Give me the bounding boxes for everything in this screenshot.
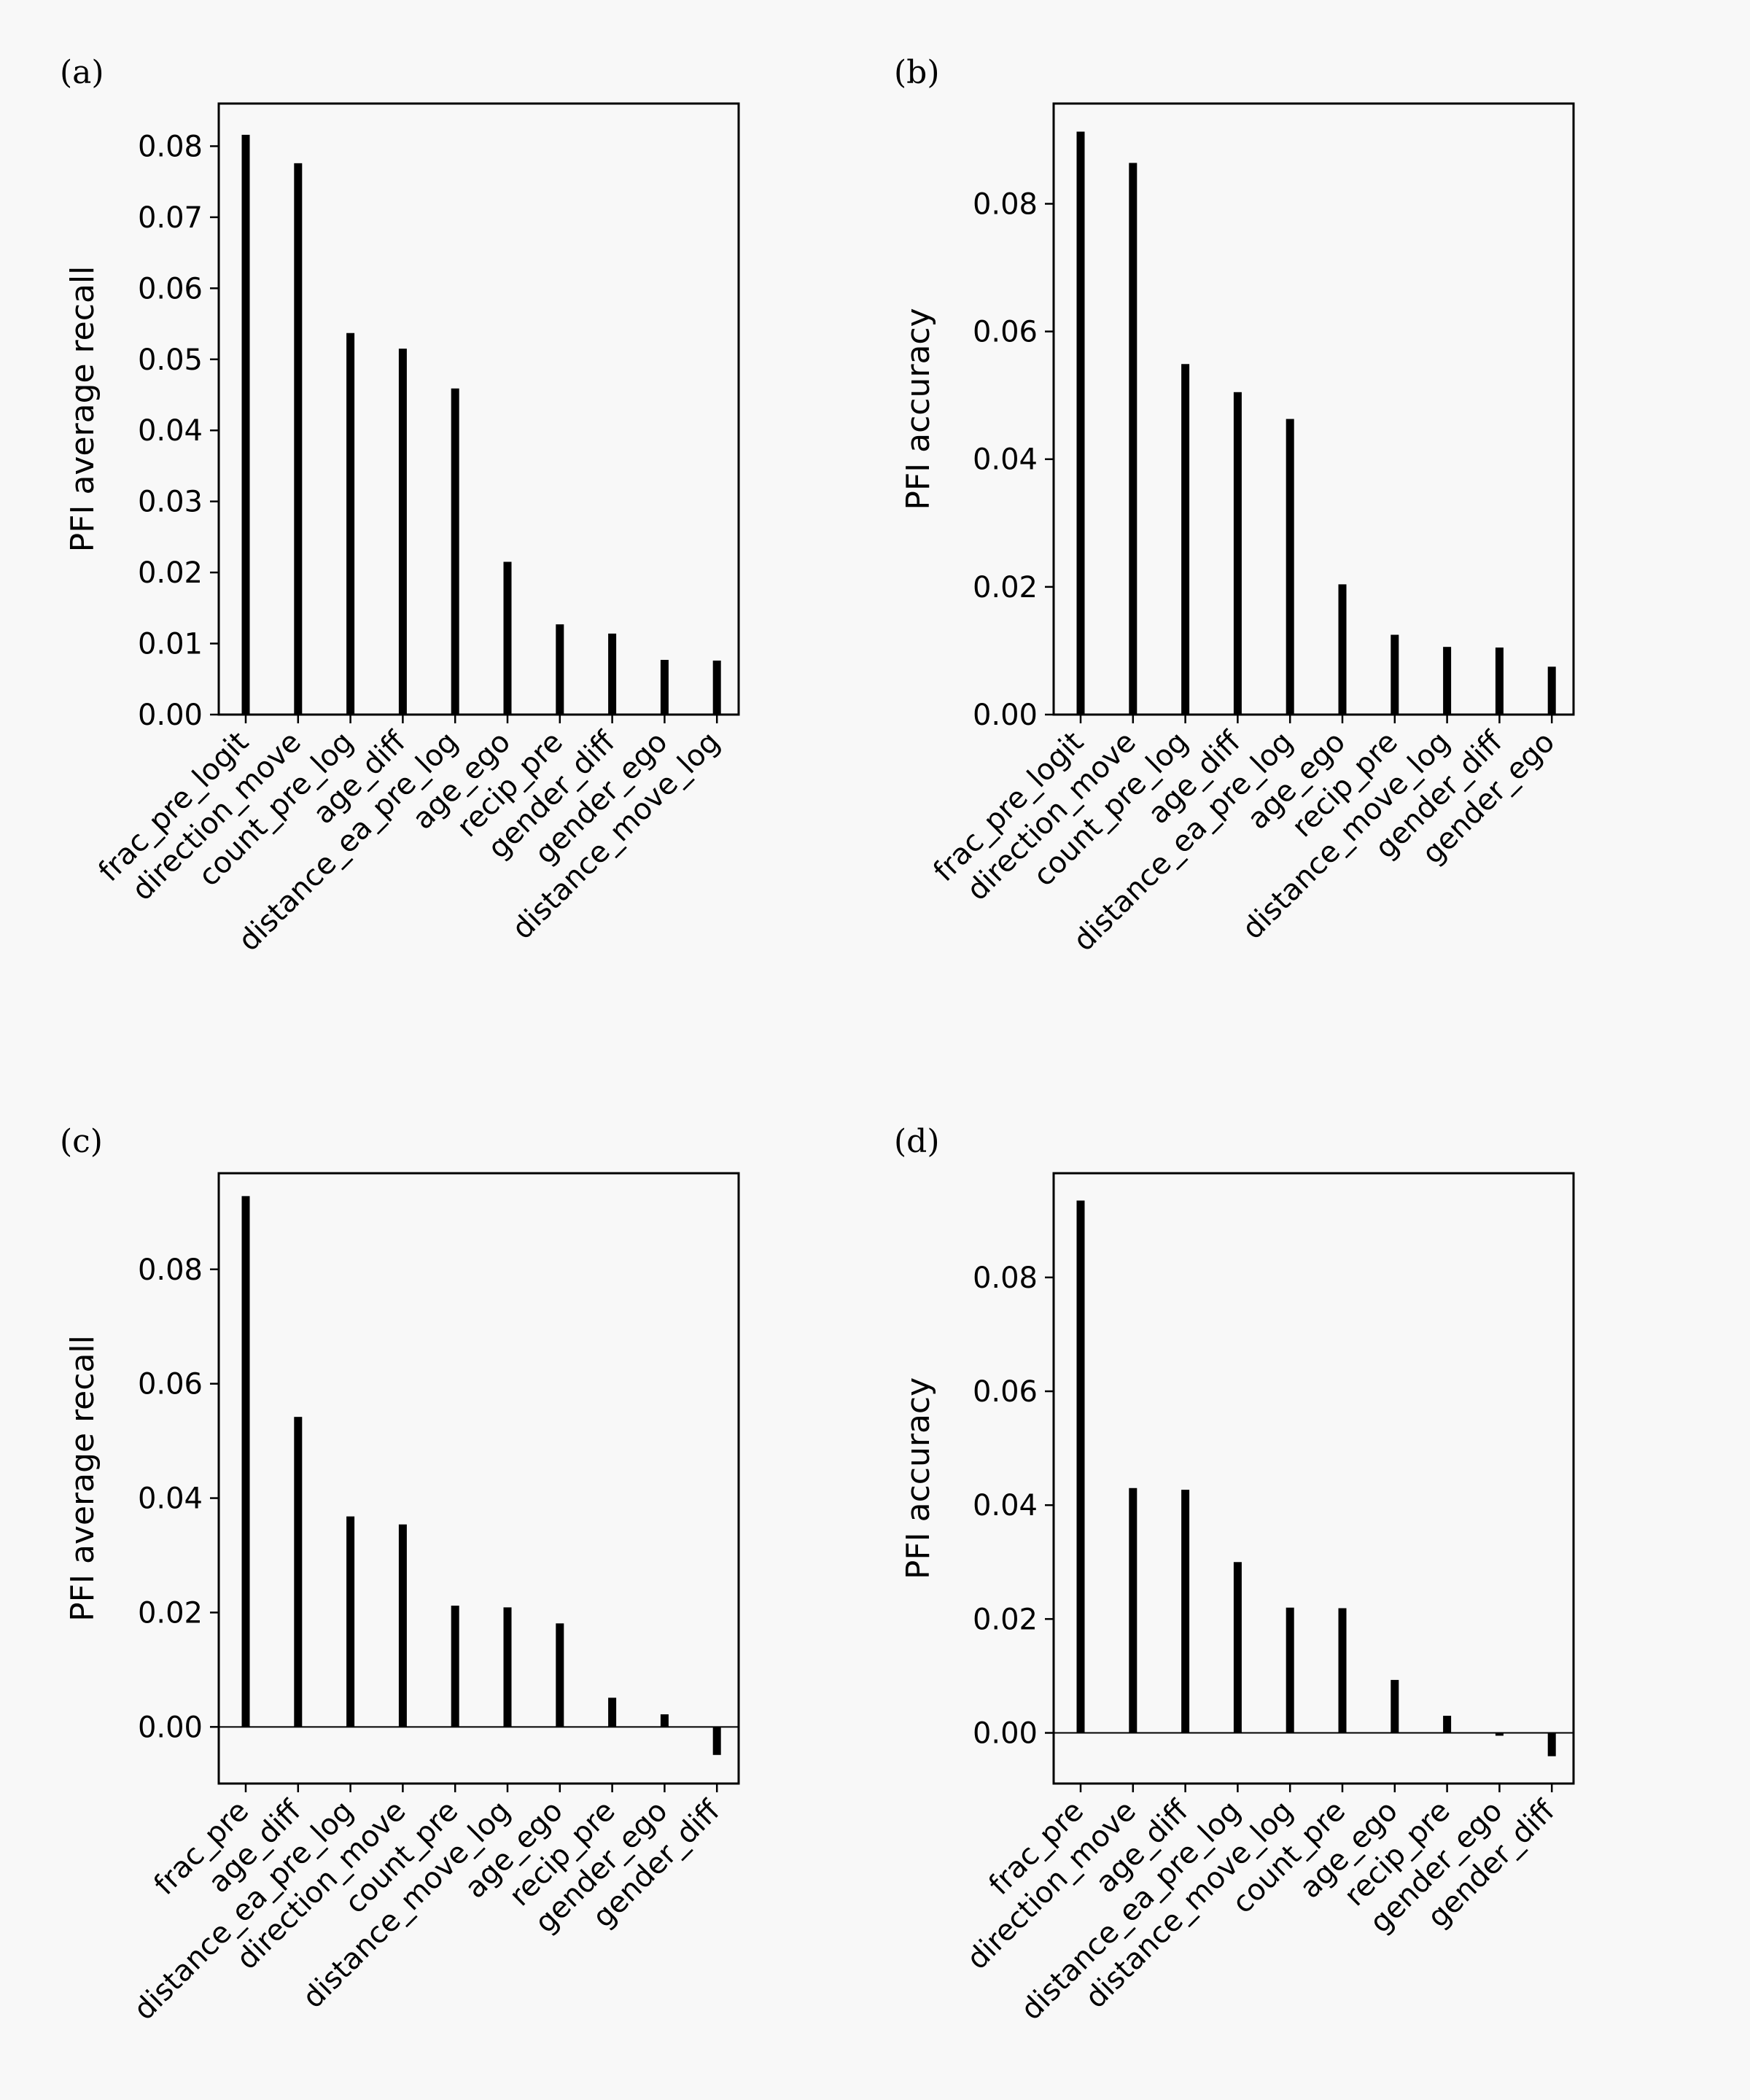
y-tick-label: 0.02 [973, 1603, 1038, 1636]
chart-panel-a: (a)0.000.010.020.030.040.050.060.070.08f… [60, 54, 740, 958]
y-tick-label: 0.01 [138, 628, 203, 661]
y-axis-title: PFI average recall [64, 1335, 101, 1622]
y-tick-label: 0.00 [138, 1711, 203, 1744]
y-tick-label: 0.06 [138, 1368, 203, 1401]
y-tick-label: 0.08 [973, 1261, 1038, 1295]
bar [1443, 1716, 1452, 1733]
bar [451, 388, 459, 715]
bar [1338, 1608, 1347, 1733]
y-tick-label: 0.00 [138, 699, 203, 732]
y-tick-label: 0.04 [138, 414, 203, 448]
chart-panel-b: (b)0.000.020.040.060.08frac_pre_logitdir… [894, 54, 1575, 958]
bar [451, 1606, 459, 1727]
bar [1076, 1200, 1085, 1733]
chart-panel-d: (d)0.000.020.040.060.08frac_predirection… [894, 1123, 1575, 2027]
bar [1495, 648, 1504, 715]
y-tick-label: 0.04 [973, 1489, 1038, 1522]
bar [556, 1623, 564, 1727]
bar [398, 1524, 407, 1727]
axes-frame [217, 1172, 740, 1785]
bar [1076, 131, 1085, 715]
panel-label: (d) [894, 1123, 940, 1160]
y-tick-label: 0.06 [138, 272, 203, 306]
bar [1181, 1490, 1190, 1733]
bar [1547, 666, 1556, 715]
y-axis-title: PFI accuracy [900, 308, 937, 510]
bar [660, 659, 669, 715]
y-tick-label: 0.02 [138, 556, 203, 590]
bar [1233, 392, 1242, 715]
bar [712, 660, 721, 715]
bar [1391, 634, 1399, 715]
y-tick-label: 0.08 [138, 1253, 203, 1287]
y-axis-title: PFI average recall [64, 266, 101, 553]
panel-label: (b) [894, 54, 940, 91]
y-tick-label: 0.08 [138, 130, 203, 163]
axes-frame [1052, 1172, 1575, 1785]
bar [1495, 1732, 1504, 1736]
bar [1338, 584, 1347, 715]
bar [503, 561, 512, 715]
y-tick-label: 0.00 [973, 699, 1038, 732]
bar [1233, 1562, 1242, 1733]
bar [1443, 647, 1452, 715]
panel-label: (a) [60, 54, 104, 91]
y-tick-label: 0.02 [973, 571, 1038, 604]
bar [1286, 419, 1294, 715]
y-tick-label: 0.05 [138, 343, 203, 377]
bar [346, 332, 355, 715]
bar [241, 134, 250, 715]
y-tick-label: 0.02 [138, 1596, 203, 1630]
bar [503, 1607, 512, 1727]
y-tick-label: 0.04 [138, 1482, 203, 1516]
bar [608, 633, 617, 715]
y-tick-label: 0.04 [973, 443, 1038, 477]
bar [1181, 364, 1190, 715]
axes-frame [1052, 102, 1575, 716]
y-tick-label: 0.08 [973, 187, 1038, 221]
bar [1391, 1679, 1399, 1733]
bar [712, 1727, 721, 1755]
bar [346, 1516, 355, 1727]
bar [294, 163, 303, 715]
bar [1129, 1488, 1138, 1733]
y-tick-label: 0.00 [973, 1717, 1038, 1751]
bar [241, 1196, 250, 1727]
bar [660, 1714, 669, 1727]
y-tick-label: 0.03 [138, 486, 203, 519]
y-tick-label: 0.06 [973, 316, 1038, 349]
panel-label: (c) [60, 1123, 103, 1160]
bar [398, 349, 407, 715]
bar [294, 1417, 303, 1727]
y-tick-label: 0.06 [973, 1375, 1038, 1409]
bar [1547, 1732, 1556, 1757]
axes-frame [217, 102, 740, 716]
bar [608, 1698, 617, 1727]
bar [1286, 1607, 1294, 1733]
chart-panel-c: (c)0.000.020.040.060.08frac_preage_diffd… [60, 1123, 740, 2027]
y-tick-label: 0.07 [138, 201, 203, 235]
bar [556, 624, 564, 715]
bar [1129, 163, 1138, 715]
y-axis-title: PFI accuracy [900, 1377, 937, 1579]
